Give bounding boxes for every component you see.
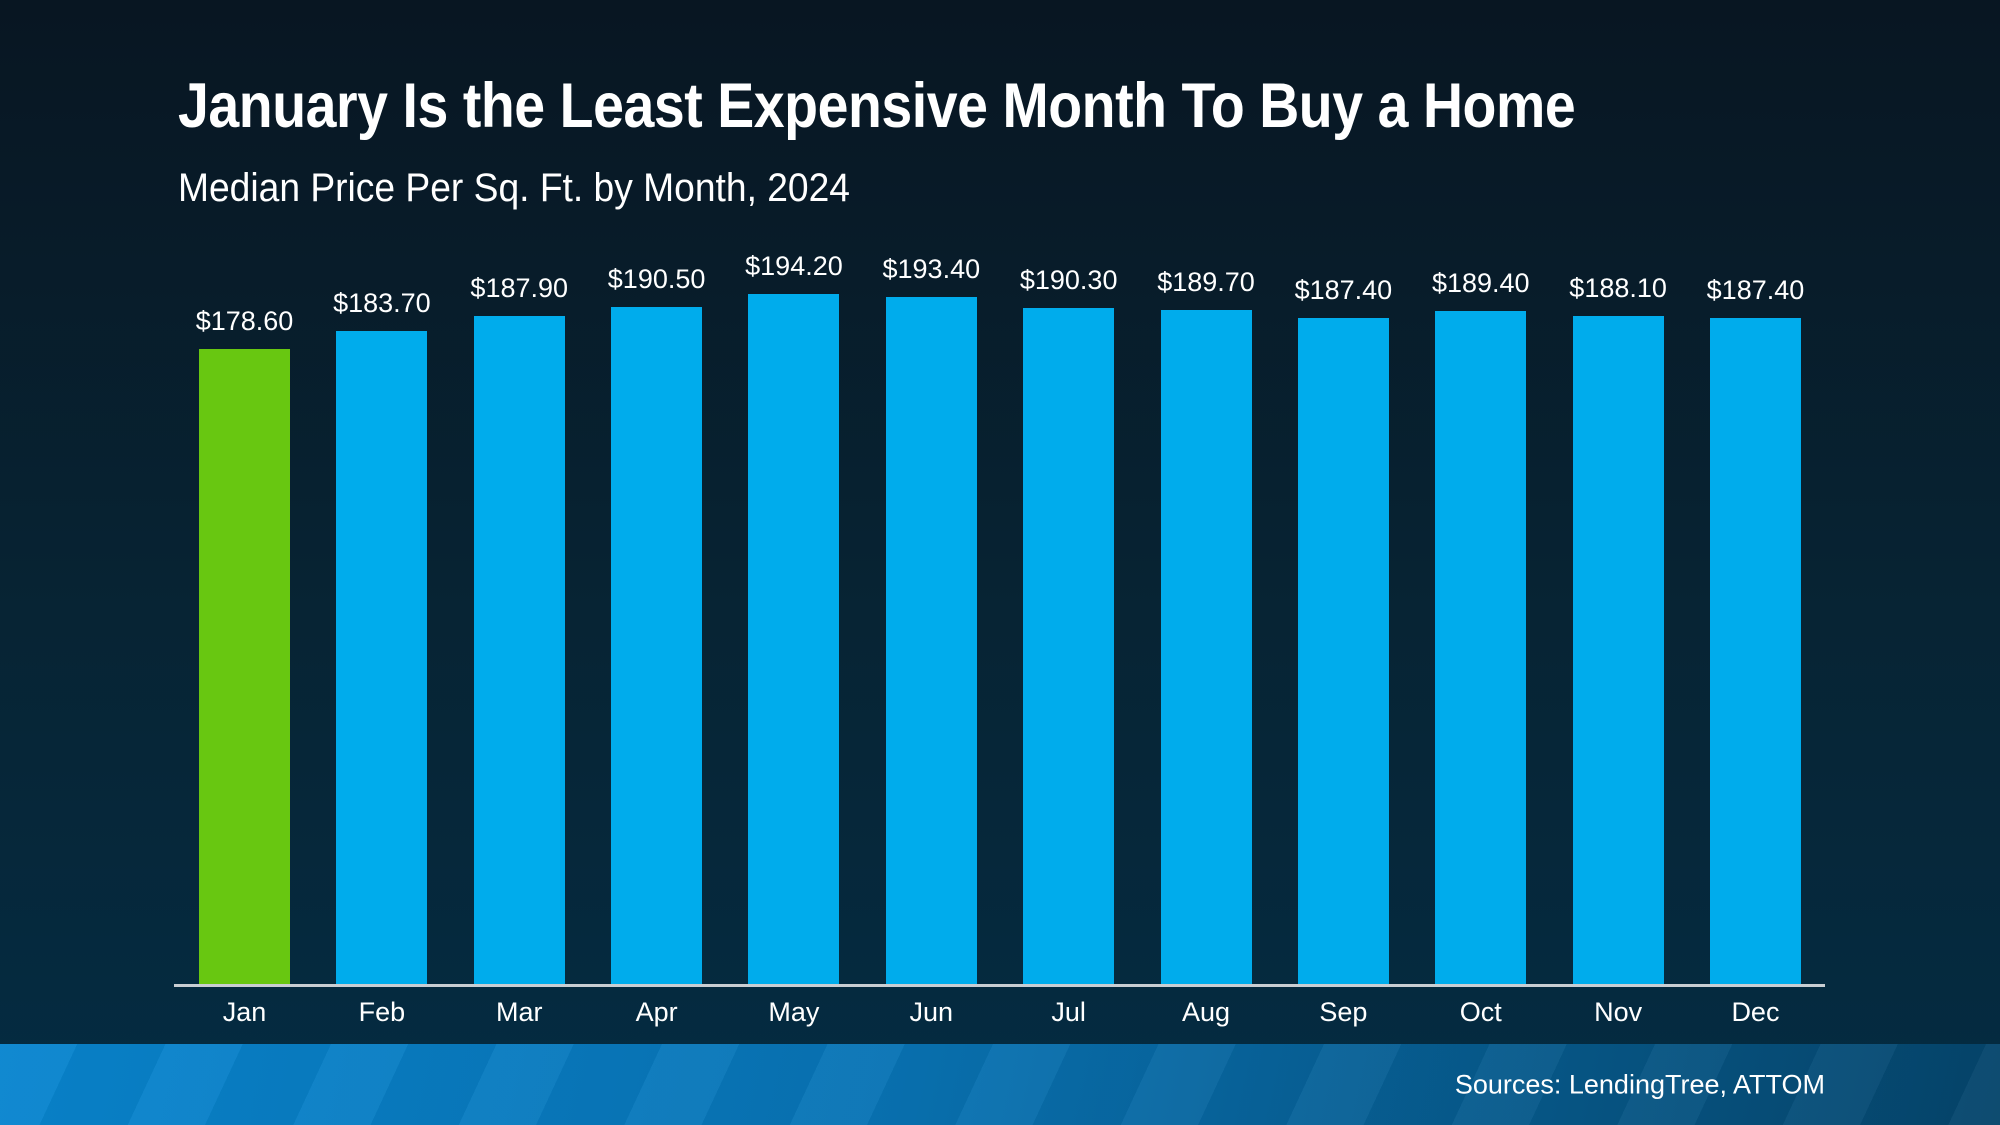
x-axis-tick-label: Feb [358, 997, 406, 1027]
bar [1023, 308, 1115, 984]
bar [1297, 318, 1389, 984]
bar [473, 316, 565, 984]
bar [1709, 318, 1801, 984]
bar-chart-bars: $178.60 $183.70 $187.90 $190.50 $194.20 $193.… [196, 0, 1804, 984]
x-axis-tick-label: Apr [635, 997, 678, 1027]
bar-value-label: $190.30 [1019, 265, 1118, 295]
bar-value-label: $194.20 [745, 251, 843, 281]
bar-value-label: $188.10 [1569, 273, 1667, 303]
x-axis-tick-label: Mar [495, 997, 543, 1027]
x-axis-tick-label: May [768, 997, 820, 1027]
x-axis-tick-label: Oct [1459, 997, 1502, 1027]
x-axis-tick-label: Dec [1731, 997, 1780, 1027]
bar-group: $190.50 [608, 264, 705, 984]
bar-group: $190.30 [1020, 265, 1117, 984]
x-axis-labels: Jan Feb Mar Apr May Jun Jul Aug Sep Oct Nov Dec [199, 997, 1801, 1028]
bar-value-label: $189.40 [1431, 268, 1530, 298]
bar [611, 307, 703, 984]
x-axis-tick-label: Sep [1319, 997, 1368, 1027]
bar-value-label: $193.40 [882, 254, 981, 284]
x-axis-tick-label: Nov [1594, 997, 1643, 1027]
bar-value-label: $187.40 [1706, 275, 1805, 305]
bar-group: $187.40 [1295, 275, 1392, 984]
bar-value-label: $187.90 [470, 273, 569, 303]
bar-value-label: $189.70 [1157, 267, 1255, 297]
bar-group: $194.20 [745, 251, 843, 984]
bar [1160, 310, 1252, 984]
sources-text: Sources: LendingTree, ATTOM [1454, 1069, 1825, 1099]
bar-group: $189.70 [1157, 267, 1255, 984]
chart-title: January Is the Least Expensive Month To … [178, 71, 1576, 141]
bar [1572, 316, 1664, 984]
bar [1435, 311, 1527, 984]
bar-group: $189.40 [1432, 268, 1530, 984]
x-axis-tick-label: Jun [909, 997, 954, 1027]
bar-group: $187.40 [1707, 275, 1804, 984]
bar-highlighted [199, 349, 290, 984]
x-axis-tick-label: Jul [1051, 997, 1086, 1027]
bar-value-label: $178.60 [195, 306, 294, 336]
bar-group: $188.10 [1569, 273, 1667, 984]
bar [885, 297, 977, 984]
bar-group: $178.60 [196, 306, 293, 984]
bar [748, 294, 840, 984]
bar-value-label: $190.50 [607, 264, 706, 294]
x-axis-tick-label: Jan [222, 997, 267, 1027]
bar [336, 331, 428, 984]
bar-value-label: $187.40 [1294, 275, 1393, 305]
footer-bar: Sources: LendingTree, ATTOM [0, 1044, 2000, 1125]
bar-group: $193.40 [883, 254, 980, 984]
x-axis-line [174, 984, 1825, 987]
bar-group: $183.70 [333, 288, 431, 984]
x-axis-tick-label: Aug [1181, 997, 1231, 1027]
bar-value-label: $183.70 [333, 288, 431, 318]
chart-subtitle: Median Price Per Sq. Ft. by Month, 2024 [178, 166, 850, 210]
bar-group: $187.90 [470, 273, 568, 984]
